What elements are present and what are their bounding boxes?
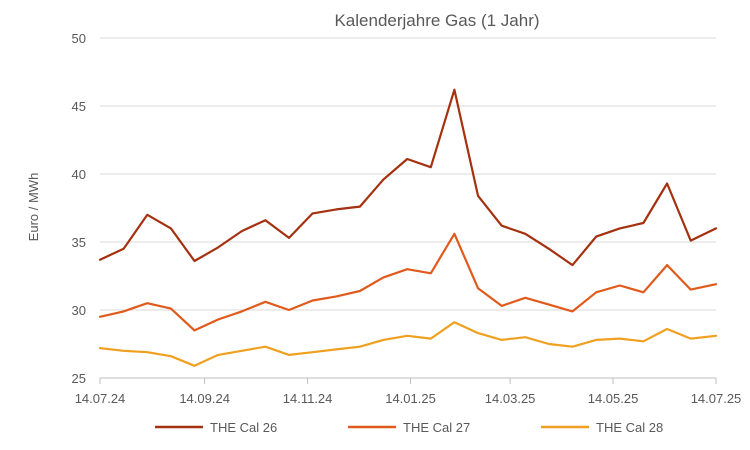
y-tick-label: 30	[72, 303, 86, 318]
chart-title: Kalenderjahre Gas (1 Jahr)	[334, 11, 539, 30]
legend-label: THE Cal 26	[210, 420, 277, 435]
gridlines	[100, 37, 716, 311]
x-tick-label: 14.09.24	[179, 391, 230, 406]
y-axis-label: Euro / MWh	[26, 173, 41, 242]
series-lines	[98, 88, 718, 367]
y-tick-label: 45	[72, 99, 86, 114]
legend-label: THE Cal 28	[596, 420, 663, 435]
x-tick-label: 14.01.25	[385, 391, 436, 406]
series-line	[98, 88, 718, 267]
y-tick-label: 25	[72, 371, 86, 386]
y-tick-label: 50	[72, 31, 86, 46]
series-line	[98, 232, 718, 332]
x-tick-label: 14.05.25	[588, 391, 639, 406]
legend-label: THE Cal 27	[403, 420, 470, 435]
x-tick-label: 14.07.24	[75, 391, 126, 406]
axes: 25 30 35 40 45 50 14.07.24 14.09.24 14.11.24 14.0…	[72, 31, 742, 406]
x-tick-label: 14.07.25	[691, 391, 742, 406]
x-tick-label: 14.03.25	[485, 391, 536, 406]
y-tick-label: 35	[72, 235, 86, 250]
y-tick-label: 40	[72, 167, 86, 182]
legend: THE Cal 26 THE Cal 27 THE Cal 28	[155, 420, 663, 435]
series-line	[98, 321, 718, 367]
x-tick-label: 14.11.24	[283, 391, 333, 406]
